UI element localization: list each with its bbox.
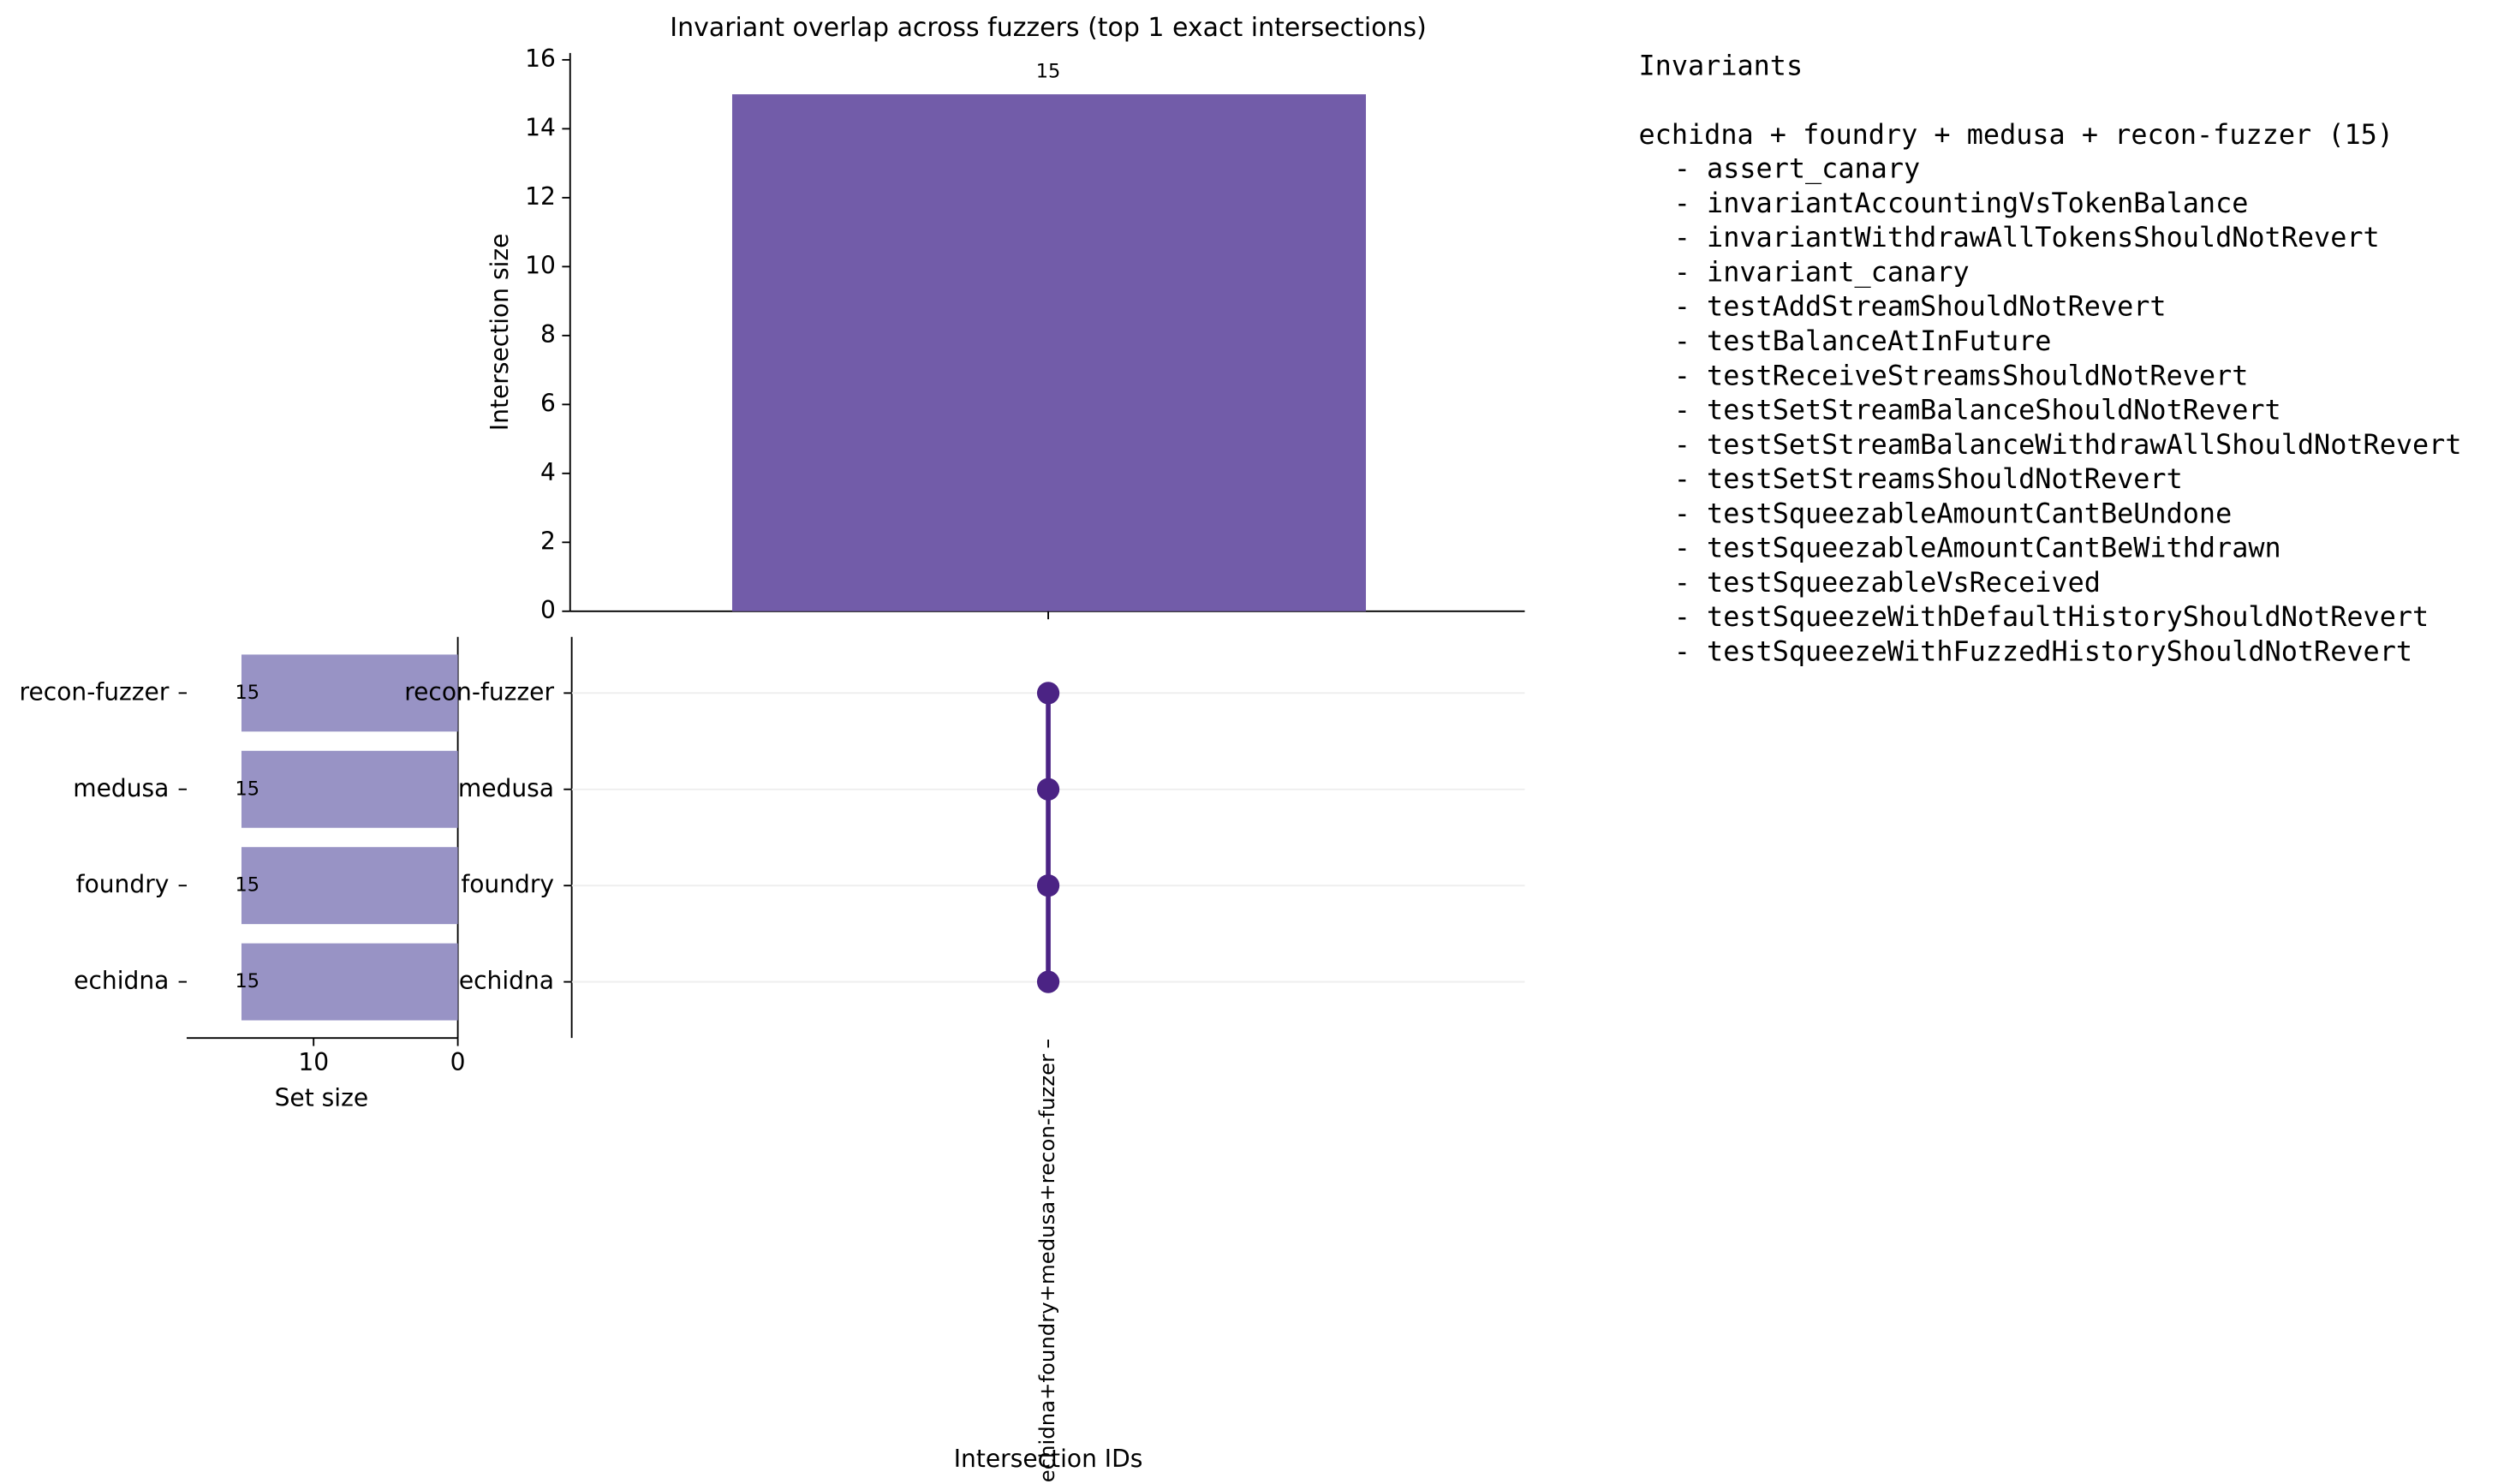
y-tick-label: 6 (540, 389, 556, 417)
set-size-bar (241, 750, 458, 828)
invariant-item: - testSqueezableAmountCantBeUndone (1674, 497, 2233, 529)
y-tick-label: 14 (525, 113, 556, 141)
invariant-item: - testSqueezeWithDefaultHistoryShouldNot… (1674, 600, 2429, 633)
y-tick-label: 12 (525, 182, 556, 211)
y-tick-label: 0 (540, 596, 556, 624)
list-heading: echidna + foundry + medusa + recon-fuzze… (1639, 118, 2394, 151)
invariant-item: - invariantWithdrawAllTokensShouldNotRev… (1674, 221, 2380, 253)
invariant-item: - testSetStreamBalanceShouldNotRevert (1674, 394, 2281, 426)
matrix-set-label: echidna (459, 967, 554, 995)
bar-value-label: 15 (235, 874, 259, 897)
invariant-item: - testSetStreamsShouldNotRevert (1674, 462, 2183, 495)
membership-dot (1036, 970, 1060, 993)
invariant-item: - testAddStreamShouldNotRevert (1674, 290, 2167, 323)
bar-value-label: 15 (1036, 60, 1061, 82)
y-tick-label: 8 (540, 320, 556, 349)
bar-value-label: 15 (235, 682, 259, 704)
list-title: Invariants (1639, 50, 1803, 82)
y-tick-label: 16 (525, 45, 556, 73)
invariant-item: - testReceiveStreamsShouldNotRevert (1674, 359, 2249, 391)
chart-title: Invariant overlap across fuzzers (top 1 … (670, 13, 1427, 43)
y-tick-label: 2 (540, 527, 556, 555)
set-label: recon-fuzzer (20, 677, 170, 706)
matrix-set-label: recon-fuzzer (404, 677, 554, 706)
x-tick-label: 10 (298, 1048, 329, 1076)
set-label: foundry (76, 870, 170, 898)
bar-value-label: 15 (235, 970, 259, 992)
set-size-bar (241, 654, 458, 732)
membership-dot (1036, 682, 1060, 705)
bar-value-label: 15 (235, 778, 259, 800)
invariant-item: - testSetStreamBalanceWithdrawAllShouldN… (1674, 428, 2462, 461)
y-axis-label: Intersection size (486, 234, 514, 432)
invariant-item: - testSqueezableAmountCantBeWithdrawn (1674, 532, 2281, 564)
x-tick-label: echidna+foundry+medusa+recon-fuzzer (1034, 1053, 1059, 1482)
membership-dot (1036, 778, 1060, 801)
matrix-set-label: medusa (458, 774, 554, 802)
invariant-item: - testSqueezeWithFuzzedHistoryShouldNotR… (1674, 635, 2412, 668)
invariant-item: - invariant_canary (1674, 255, 1970, 288)
set-size-bar (241, 847, 458, 925)
x-axis-label: Set size (275, 1083, 369, 1112)
set-label: echidna (74, 967, 169, 995)
x-tick-label: 0 (450, 1048, 466, 1076)
y-tick-label: 10 (525, 251, 556, 279)
bar (731, 94, 1367, 611)
invariant-item: - invariantAccountingVsTokenBalance (1674, 187, 2249, 219)
membership-dot (1036, 874, 1060, 897)
x-axis-label: Intersection IDs (954, 1445, 1143, 1473)
invariant-item: - assert_canary (1674, 152, 1920, 185)
y-tick-label: 4 (540, 458, 556, 486)
invariant-item: - testSqueezableVsReceived (1674, 566, 2101, 599)
invariant-item: - testBalanceAtInFuture (1674, 325, 2052, 357)
set-size-bar (241, 943, 458, 1021)
set-label: medusa (73, 774, 169, 802)
matrix-set-label: foundry (461, 870, 554, 898)
